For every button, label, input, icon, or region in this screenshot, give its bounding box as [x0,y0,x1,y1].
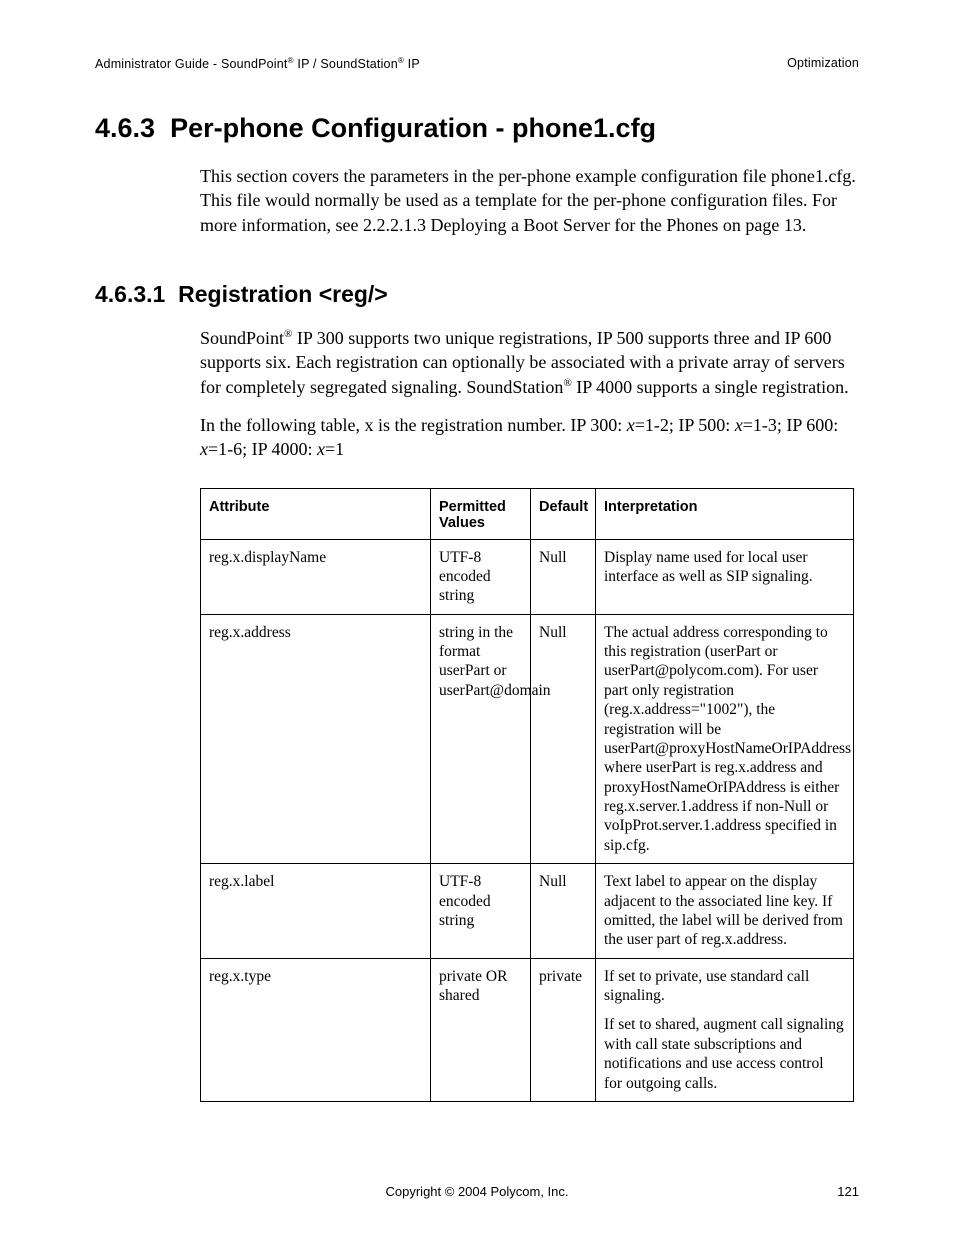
col-interpretation: Interpretation [596,488,854,539]
table-row: reg.x.label UTF-8 encoded string Null Te… [201,864,854,959]
footer-copyright: Copyright © 2004 Polycom, Inc. [386,1184,569,1199]
p2-x3: x [200,439,208,459]
page-footer: Copyright © 2004 Polycom, Inc. 121 [95,1184,859,1199]
header-left-c: IP [404,57,420,71]
footer-page-number: 121 [837,1184,859,1199]
cell-attr: reg.x.displayName [201,539,431,614]
cell-perm: string in the format userPart or userPar… [431,614,531,864]
cell-interp: The actual address corresponding to this… [596,614,854,864]
subsection-number: 4.6.3.1 [95,281,165,307]
cell-perm: UTF-8 encoded string [431,539,531,614]
subsection-para-1: SoundPoint® IP 300 supports two unique r… [200,326,859,399]
p2-e: =1 [325,439,344,459]
table-header-row: Attribute Permitted Values Default Inter… [201,488,854,539]
col-permitted: Permitted Values [431,488,531,539]
cell-perm: private OR shared [431,958,531,1101]
section-number: 4.6.3 [95,113,155,143]
header-right: Optimization [787,56,859,71]
page-header: Administrator Guide - SoundPoint® IP / S… [95,56,859,71]
header-left: Administrator Guide - SoundPoint® IP / S… [95,56,420,71]
subsection-body: SoundPoint® IP 300 supports two unique r… [200,326,859,461]
subsection-heading: 4.6.3.1 Registration <reg/> [95,281,859,308]
cell-interp: Display name used for local user interfa… [596,539,854,614]
p2-x4: x [317,439,325,459]
p2-c: =1-3; IP 600: [743,415,838,435]
header-left-b: IP / SoundStation [294,57,398,71]
p1-a: SoundPoint [200,328,284,348]
cell-def: Null [531,539,596,614]
p2-a: In the following table, x is the registr… [200,415,627,435]
subsection-title: Registration <reg/> [178,281,388,307]
section-title: Per-phone Configuration - phone1.cfg [170,113,656,143]
cell-attr: reg.x.label [201,864,431,959]
cell-def: Null [531,614,596,864]
table-row: reg.x.type private OR shared private If … [201,958,854,1101]
p2-d: =1-6; IP 4000: [208,439,317,459]
section-heading: 4.6.3 Per-phone Configuration - phone1.c… [95,113,859,144]
cell-attr: reg.x.address [201,614,431,864]
cell-perm: UTF-8 encoded string [431,864,531,959]
p2-x1: x [627,415,635,435]
cell-attr: reg.x.type [201,958,431,1101]
cell-interp: Text label to appear on the display adja… [596,864,854,959]
header-left-a: Administrator Guide - SoundPoint [95,57,288,71]
section-intro: This section covers the parameters in th… [200,164,859,237]
p1-c: IP 4000 supports a single registration. [572,377,849,397]
attributes-table: Attribute Permitted Values Default Inter… [200,488,854,1102]
col-attribute: Attribute [201,488,431,539]
cell-def: private [531,958,596,1101]
cell-def: Null [531,864,596,959]
reg-mark-icon: ® [563,377,571,389]
p2-x2: x [735,415,743,435]
table-row: reg.x.displayName UTF-8 encoded string N… [201,539,854,614]
table-row: reg.x.address string in the format userP… [201,614,854,864]
cell-interp: If set to private, use standard call sig… [596,958,854,1101]
page: Administrator Guide - SoundPoint ® IP / S… [0,0,954,1235]
cell-interp-a: If set to private, use standard call sig… [604,967,845,1006]
section-body: This section covers the parameters in th… [200,164,859,237]
cell-interp-b: If set to shared, augment call signaling… [604,1015,845,1093]
p2-b: =1-2; IP 500: [635,415,735,435]
col-default: Default [531,488,596,539]
subsection-para-2: In the following table, x is the registr… [200,413,859,462]
